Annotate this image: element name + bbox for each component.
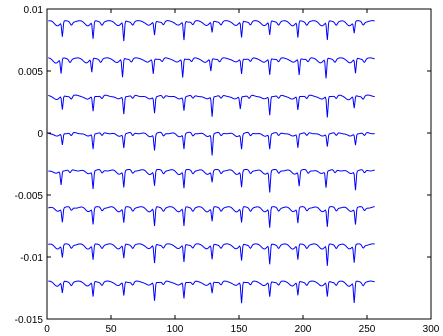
x-tick-label: 200	[295, 324, 312, 335]
x-tick-label: 50	[105, 324, 117, 335]
series-line	[48, 243, 375, 266]
y-tick-label: -0.005	[15, 191, 44, 202]
x-tick-label: 0	[44, 324, 50, 335]
tick-layer	[46, 8, 432, 320]
series-line	[48, 94, 375, 118]
series-line	[48, 168, 375, 193]
y-tick-label: -0.015	[15, 315, 44, 326]
x-tick-label: 300	[423, 324, 440, 335]
series-line	[48, 280, 375, 304]
series-line	[48, 57, 375, 79]
series-layer	[48, 20, 375, 304]
y-tick-label: 0.01	[24, 5, 44, 16]
series-line	[48, 131, 375, 156]
y-tick-label: 0.005	[18, 67, 43, 78]
series-line	[48, 20, 375, 42]
y-tick-label: 0	[37, 129, 43, 140]
plot-area	[46, 8, 432, 320]
series-line	[48, 206, 375, 228]
x-tick-label: 100	[167, 324, 184, 335]
y-tick-label: -0.01	[20, 253, 43, 264]
x-tick-label: 250	[359, 324, 376, 335]
x-tick-label: 150	[231, 324, 248, 335]
